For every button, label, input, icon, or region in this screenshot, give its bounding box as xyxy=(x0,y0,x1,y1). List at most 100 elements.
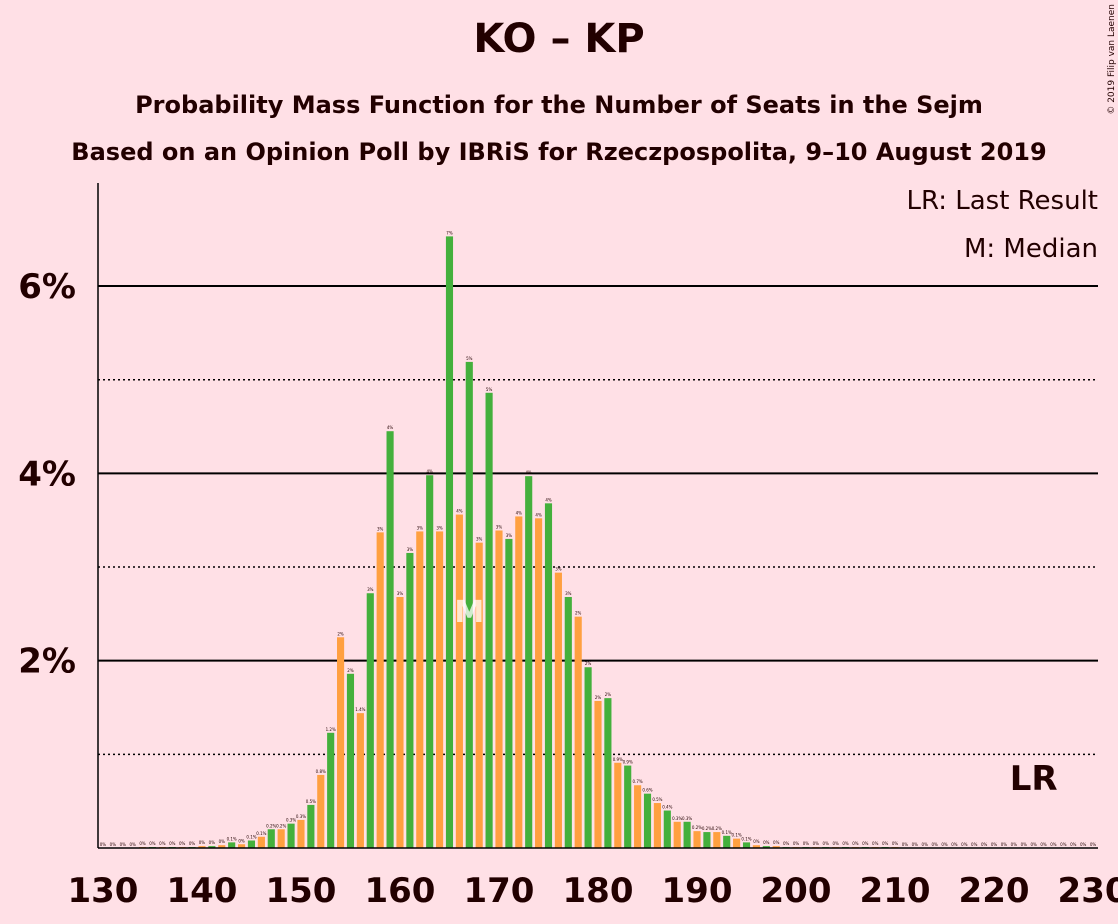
bar xyxy=(327,732,335,848)
value-label: 0% xyxy=(803,841,810,846)
value-label: 0% xyxy=(842,841,849,846)
bar xyxy=(396,596,404,848)
bar xyxy=(426,475,434,848)
bar xyxy=(733,838,741,848)
bar xyxy=(614,762,622,848)
bar xyxy=(544,503,553,848)
chart-title: KO – KP xyxy=(473,16,644,62)
x-tick-label: 190 xyxy=(662,871,733,911)
value-label: 0.3% xyxy=(286,818,296,823)
value-label: 0% xyxy=(783,841,790,846)
y-tick-label: 4% xyxy=(18,454,76,494)
bar xyxy=(455,514,463,848)
value-label: 0.1% xyxy=(246,835,256,840)
x-tick-label: 200 xyxy=(761,871,832,911)
value-label: 7% xyxy=(446,230,453,235)
bar xyxy=(663,810,671,848)
bar xyxy=(337,637,345,848)
value-label: 0% xyxy=(872,841,879,846)
bar xyxy=(772,846,780,848)
value-label: 0% xyxy=(991,842,998,847)
last-result-marker: LR xyxy=(1010,759,1058,799)
value-label: 1.4% xyxy=(355,707,365,712)
bar xyxy=(465,361,473,848)
value-label: 0% xyxy=(1021,842,1028,847)
value-label: 0.1% xyxy=(741,836,751,841)
value-label: 0% xyxy=(882,841,889,846)
bar xyxy=(584,667,592,848)
value-label: 4% xyxy=(456,509,463,514)
value-label: 3% xyxy=(555,567,562,572)
bar xyxy=(247,840,256,848)
value-label: 0% xyxy=(1001,842,1008,847)
value-label: 4% xyxy=(516,510,523,515)
value-label: 0% xyxy=(832,841,839,846)
bar xyxy=(713,832,721,848)
value-label: 5% xyxy=(466,356,473,361)
value-label: 0% xyxy=(912,842,919,847)
legend-entry: LR: Last Result xyxy=(906,186,1098,216)
value-label: 4% xyxy=(526,470,533,475)
value-label: 3% xyxy=(407,547,414,552)
value-label: 0% xyxy=(793,841,800,846)
bar xyxy=(634,785,642,848)
value-label: 0% xyxy=(1050,842,1057,847)
bar xyxy=(238,844,246,848)
bar xyxy=(643,793,652,848)
value-label: 3% xyxy=(377,526,384,531)
value-label: 0% xyxy=(1030,842,1037,847)
x-tick-label: 140 xyxy=(166,871,237,911)
value-label: 0% xyxy=(922,842,929,847)
value-label: 0% xyxy=(981,842,988,847)
bar xyxy=(208,846,216,848)
value-label: 0% xyxy=(179,841,186,846)
value-label: 0.1% xyxy=(722,830,732,835)
x-tick-label: 180 xyxy=(563,871,634,911)
bar xyxy=(228,842,236,848)
value-label: 0% xyxy=(159,841,166,846)
x-tick-label: 160 xyxy=(364,871,435,911)
value-label: 0.1% xyxy=(227,836,237,841)
value-label: 0% xyxy=(951,842,958,847)
value-label: 0.8% xyxy=(316,769,326,774)
bar xyxy=(762,846,770,848)
y-tick-label: 2% xyxy=(18,642,76,682)
value-label: 3% xyxy=(417,525,424,530)
bar xyxy=(594,700,602,848)
value-label: 0.4% xyxy=(662,805,672,810)
value-label: 0.3% xyxy=(296,814,306,819)
value-label: 0% xyxy=(139,841,146,846)
value-label: 0% xyxy=(1070,842,1077,847)
bar xyxy=(386,431,394,848)
median-marker: M xyxy=(454,595,484,630)
bar xyxy=(346,673,355,848)
value-label: 2% xyxy=(347,668,354,673)
value-label: 0% xyxy=(931,842,938,847)
value-label: 0% xyxy=(209,840,216,845)
value-label: 0% xyxy=(773,840,780,845)
value-label: 5% xyxy=(486,387,493,392)
x-tick-label: 230 xyxy=(1058,871,1118,911)
value-label: 3% xyxy=(506,533,513,538)
bar xyxy=(574,616,582,848)
value-label: 4% xyxy=(387,425,394,430)
bar xyxy=(366,593,374,848)
value-label: 4% xyxy=(545,497,552,502)
value-label: 0.1% xyxy=(732,833,742,838)
value-label: 4% xyxy=(427,469,434,474)
bar xyxy=(445,236,454,848)
x-tick-label: 170 xyxy=(463,871,534,911)
bar xyxy=(554,572,562,848)
value-label: 0% xyxy=(1080,842,1087,847)
bar xyxy=(218,845,226,848)
bar xyxy=(317,774,325,848)
legend-entry: M: Median xyxy=(964,234,1098,264)
value-label: 0.1% xyxy=(256,831,266,836)
value-label: 0% xyxy=(199,840,206,845)
bar xyxy=(307,804,315,848)
bar xyxy=(376,532,384,848)
x-tick-label: 130 xyxy=(67,871,138,911)
value-label: 0% xyxy=(823,841,830,846)
value-label: 0.2% xyxy=(712,826,722,831)
bar xyxy=(495,530,503,848)
